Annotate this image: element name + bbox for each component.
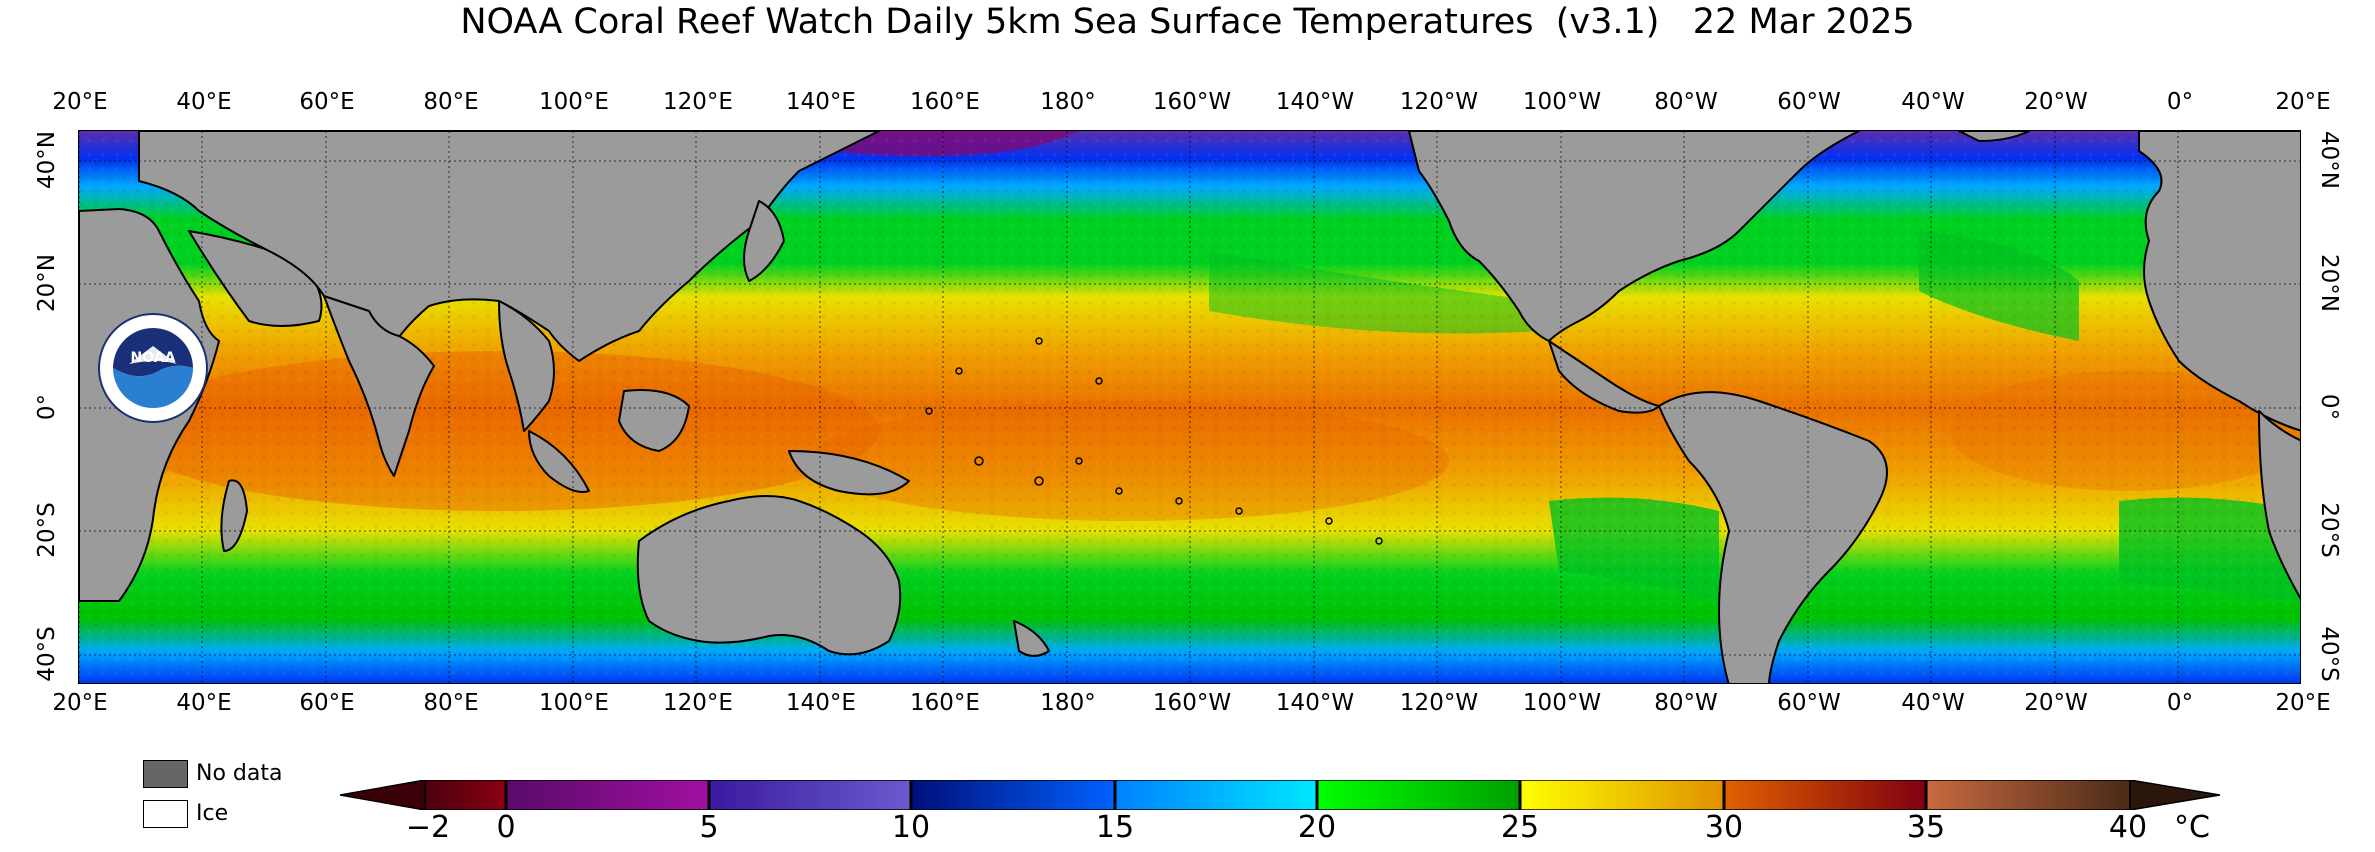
colorbar-tick-label: 20 (1297, 810, 1337, 845)
latitude-label-left: 0° (34, 393, 60, 421)
ice-label: Ice (196, 801, 229, 826)
longitude-label-top: 60°W (1777, 89, 1841, 115)
longitude-label-bottom: 20°W (2024, 690, 2088, 716)
longitude-label-top: 20°E (52, 89, 108, 115)
latitude-label-right: 40°S (2316, 626, 2342, 682)
sst-map-graphic (79, 131, 2300, 683)
longitude-label-top: 80°W (1654, 89, 1718, 115)
colorbar-tick-label: 25 (1500, 810, 1540, 845)
longitude-label-bottom: 20°E (2275, 690, 2331, 716)
no-data-label: No data (196, 761, 283, 786)
temperature-colorbar (339, 779, 2221, 811)
longitude-label-bottom: 40°E (176, 690, 232, 716)
longitude-label-bottom: 60°E (299, 690, 355, 716)
longitude-label-top: 120°E (663, 89, 733, 115)
longitude-label-top: 20°E (2275, 89, 2331, 115)
longitude-label-bottom: 100°W (1522, 690, 1602, 716)
longitude-label-bottom: 80°E (423, 690, 479, 716)
longitude-label-top: 140°W (1275, 89, 1355, 115)
latitude-label-right: 0° (2316, 393, 2342, 421)
noaa-logo-text: NOAA (131, 350, 176, 366)
longitude-label-bottom: 40°W (1901, 690, 1965, 716)
longitude-label-top: 100°E (539, 89, 609, 115)
colorbar-tick-label: 5 (699, 810, 719, 845)
colorbar-tick-label: 15 (1095, 810, 1135, 845)
longitude-label-bottom: 120°W (1399, 690, 1479, 716)
no-data-swatch (143, 760, 188, 788)
colorbar-tick-label: 40 (2108, 810, 2148, 845)
longitude-label-top: 140°E (786, 89, 856, 115)
longitude-label-bottom: 140°W (1275, 690, 1355, 716)
sst-map[interactable] (78, 130, 2301, 684)
colorbar-tick-label: 30 (1704, 810, 1744, 845)
colorbar-tick-label: 10 (891, 810, 931, 845)
longitude-label-top: 0° (2166, 89, 2194, 115)
latitude-label-left: 20°S (34, 502, 60, 558)
longitude-label-top: 60°E (299, 89, 355, 115)
longitude-label-bottom: 160°W (1152, 690, 1232, 716)
longitude-label-bottom: 120°E (663, 690, 733, 716)
longitude-label-top: 100°W (1522, 89, 1602, 115)
longitude-label-top: 120°W (1399, 89, 1479, 115)
longitude-label-bottom: 160°E (910, 690, 980, 716)
longitude-label-bottom: 0° (2166, 690, 2194, 716)
longitude-label-top: 160°E (910, 89, 980, 115)
colorbar-unit: °C (2174, 810, 2210, 845)
longitude-label-top: 180° (1040, 89, 1096, 115)
longitude-label-bottom: 60°W (1777, 690, 1841, 716)
longitude-label-top: 40°W (1901, 89, 1965, 115)
colorbar-tick-label: −2 (405, 810, 451, 845)
latitude-label-left: 40°S (34, 626, 60, 682)
longitude-label-bottom: 180° (1040, 690, 1096, 716)
latitude-label-left: 20°N (34, 254, 60, 312)
longitude-label-top: 160°W (1152, 89, 1232, 115)
longitude-label-bottom: 20°E (52, 690, 108, 716)
longitude-label-bottom: 140°E (786, 690, 856, 716)
latitude-label-left: 40°N (34, 131, 60, 189)
map-title: NOAA Coral Reef Watch Daily 5km Sea Surf… (460, 2, 1915, 42)
latitude-label-right: 40°N (2316, 131, 2342, 189)
latitude-label-right: 20°S (2316, 502, 2342, 558)
noaa-logo: NOAA (97, 312, 209, 424)
ice-swatch (143, 800, 188, 828)
longitude-label-bottom: 100°E (539, 690, 609, 716)
longitude-label-top: 40°E (176, 89, 232, 115)
longitude-label-bottom: 80°W (1654, 690, 1718, 716)
longitude-label-top: 20°W (2024, 89, 2088, 115)
latitude-label-right: 20°N (2316, 254, 2342, 312)
colorbar-tick-label: 0 (496, 810, 516, 845)
colorbar-tick-label: 35 (1906, 810, 1946, 845)
longitude-label-top: 80°E (423, 89, 479, 115)
